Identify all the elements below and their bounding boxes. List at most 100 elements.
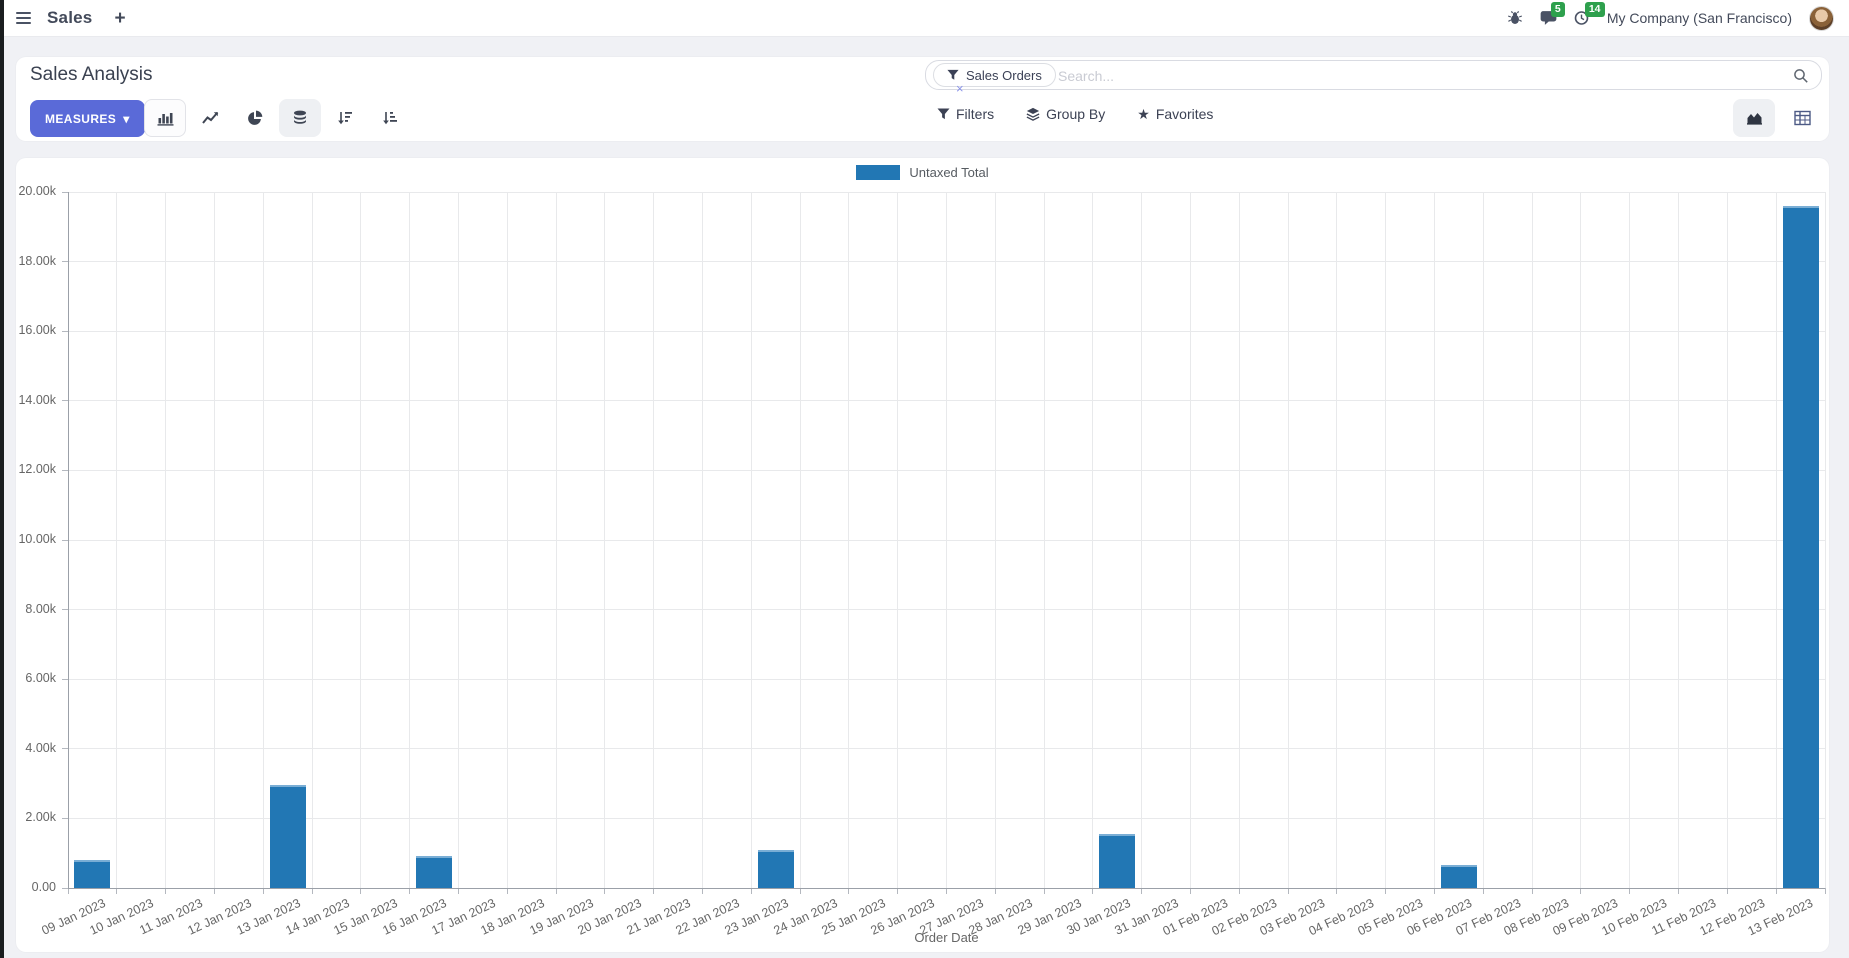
x-tick [1385, 888, 1387, 894]
chart-legend[interactable]: Untaxed Total [16, 165, 1829, 180]
x-gridline [506, 192, 508, 888]
search-options-row: Filters Group By ★ Favorites [937, 106, 1213, 122]
x-tick [1190, 888, 1192, 894]
measures-label: MEASURES [45, 111, 117, 126]
pie-chart-icon [248, 110, 263, 125]
layers-icon [1026, 107, 1040, 121]
search-facet-sales-orders[interactable]: Sales Orders [933, 63, 1056, 87]
x-gridline [1238, 192, 1240, 888]
screen-edge [0, 0, 4, 958]
x-tick [165, 888, 167, 894]
x-tick [1482, 888, 1484, 894]
filters-label: Filters [956, 106, 995, 122]
y-tick [62, 817, 68, 819]
x-gridline [1629, 192, 1631, 888]
search-icon[interactable] [1793, 68, 1809, 89]
x-tick [1287, 888, 1289, 894]
database-stack-icon [294, 110, 306, 124]
x-gridline [1385, 192, 1387, 888]
search-input[interactable]: Search... [1058, 68, 1115, 84]
bar-chart-button[interactable] [144, 99, 186, 137]
graph-view-button[interactable] [1733, 99, 1775, 137]
x-gridline [555, 192, 557, 888]
x-gridline [1580, 192, 1582, 888]
y-tick [62, 261, 68, 263]
pie-chart-button[interactable] [234, 99, 276, 137]
x-gridline [409, 192, 411, 888]
chevron-down-icon: ▾ [123, 111, 130, 126]
y-tick [62, 330, 68, 332]
x-tick [1336, 888, 1338, 894]
x-tick [653, 888, 655, 894]
x-gridline [165, 192, 167, 888]
x-tick [1678, 888, 1680, 894]
bar-06 Feb 2023[interactable] [1440, 865, 1477, 888]
x-gridline [213, 192, 215, 888]
x-gridline [457, 192, 459, 888]
y-axis-label: 12.00k [18, 462, 56, 477]
x-axis-title: Order Date [914, 930, 979, 945]
sort-descending-button[interactable] [324, 99, 366, 137]
clock-icon [1574, 11, 1589, 25]
bar-09 Jan 2023[interactable] [74, 859, 111, 888]
graph-view: Untaxed Total 0.00 2.00k 4.00k 6.00k 8.00k 10… [16, 158, 1829, 952]
y-axis-label: 18.00k [18, 253, 56, 268]
y-axis-label: 6.00k [25, 671, 56, 686]
legend-label: Untaxed Total [909, 165, 989, 180]
facet-remove-icon[interactable]: × [956, 81, 964, 96]
star-icon: ★ [1137, 106, 1150, 122]
y-tick [62, 469, 68, 471]
page-title: Sales Analysis [30, 64, 153, 85]
bar-13 Jan 2023[interactable] [269, 785, 306, 888]
group-by-menu-button[interactable]: Group By [1026, 106, 1105, 122]
x-tick [1434, 888, 1436, 894]
filters-menu-button[interactable]: Filters [937, 106, 994, 122]
y-tick [62, 748, 68, 750]
user-avatar[interactable] [1809, 5, 1834, 31]
favorites-menu-button[interactable]: ★ Favorites [1137, 106, 1213, 122]
facet-label: Sales Orders [966, 67, 1042, 83]
bar-chart-icon [157, 113, 173, 126]
y-axis-label: 14.00k [18, 392, 56, 407]
x-gridline [1434, 192, 1436, 888]
company-switcher[interactable]: My Company (San Francisco) [1606, 10, 1792, 26]
bar-13 Feb 2023[interactable] [1782, 205, 1819, 888]
pivot-table-icon [1793, 110, 1811, 126]
measures-button[interactable]: MEASURES ▾ [30, 100, 145, 137]
top-navbar: Sales + 5 14 [0, 0, 1849, 37]
plus-icon[interactable]: + [114, 7, 126, 29]
messages-menu[interactable]: 5 [1540, 2, 1565, 26]
pivot-view-button[interactable] [1781, 99, 1823, 137]
x-gridline [750, 192, 752, 888]
x-gridline [848, 192, 850, 888]
x-tick [1726, 888, 1728, 894]
y-axis-label: 0.00 [31, 880, 56, 894]
y-tick [62, 191, 68, 193]
y-axis-label: 20.00k [18, 184, 56, 198]
sort-asc-icon [383, 112, 397, 125]
y-tick [62, 887, 68, 889]
search-bar[interactable]: Sales Orders × Search... [925, 60, 1822, 95]
x-gridline [1336, 192, 1338, 888]
filter-funnel-icon [937, 108, 950, 120]
y-tick [62, 400, 68, 402]
activities-menu[interactable]: 14 [1574, 2, 1605, 26]
x-tick [701, 888, 703, 894]
x-tick [409, 888, 411, 894]
line-chart-button[interactable] [189, 99, 231, 137]
x-tick [750, 888, 752, 894]
bar-23 Jan 2023[interactable] [757, 849, 794, 888]
x-tick [506, 888, 508, 894]
legend-swatch [856, 165, 901, 180]
bar-30 Jan 2023[interactable] [1099, 834, 1136, 888]
sort-ascending-button[interactable] [369, 99, 411, 137]
stacked-toggle-button[interactable] [279, 99, 321, 137]
debug-bug-icon[interactable] [1507, 10, 1523, 26]
x-tick [1824, 888, 1826, 894]
app-menu-sales[interactable]: Sales [47, 8, 93, 27]
hamburger-menu-icon[interactable] [14, 10, 33, 26]
y-axis-label: 10.00k [18, 532, 56, 546]
y-tick [62, 539, 68, 541]
bar-16 Jan 2023[interactable] [416, 855, 453, 888]
x-gridline [67, 192, 69, 888]
